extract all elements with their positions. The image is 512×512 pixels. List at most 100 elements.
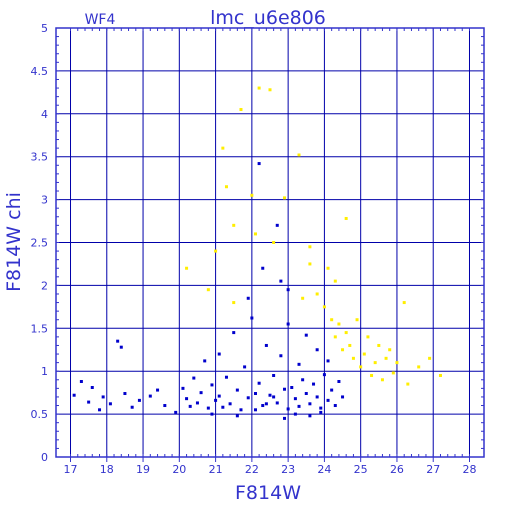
data-point-blue — [181, 386, 185, 390]
data-point-yellow — [326, 266, 330, 270]
data-point-blue — [279, 354, 283, 358]
chart-subtitle: WF4 — [85, 12, 116, 28]
data-point-yellow — [330, 318, 334, 322]
y-tick-label: 3 — [41, 194, 48, 207]
data-point-blue — [123, 392, 127, 396]
data-point-yellow — [366, 335, 370, 339]
data-point-blue — [210, 412, 214, 416]
data-point-yellow — [232, 223, 236, 227]
x-tick-label: 23 — [281, 463, 295, 476]
x-tick-label: 19 — [136, 463, 150, 476]
data-point-blue — [250, 316, 254, 320]
data-point-blue — [214, 398, 218, 402]
x-tick-label: 27 — [426, 463, 440, 476]
data-point-blue — [137, 398, 141, 402]
data-point-yellow — [377, 343, 381, 347]
data-point-yellow — [206, 288, 210, 292]
data-point-blue — [283, 416, 287, 420]
x-tick-label: 21 — [209, 463, 223, 476]
data-point-yellow — [253, 232, 257, 236]
x-tick-label: 17 — [64, 463, 78, 476]
data-point-yellow — [333, 279, 337, 283]
data-point-blue — [333, 404, 337, 408]
data-point-yellow — [268, 88, 272, 92]
data-point-yellow — [214, 249, 218, 253]
data-point-blue — [235, 414, 239, 418]
data-point-blue — [217, 352, 221, 356]
data-point-yellow — [185, 266, 189, 270]
data-points — [72, 86, 442, 420]
data-point-blue — [275, 401, 279, 405]
data-point-blue — [206, 406, 210, 410]
data-point-blue — [195, 401, 199, 405]
data-point-blue — [330, 388, 334, 392]
data-point-blue — [101, 395, 105, 399]
data-point-blue — [243, 365, 247, 369]
data-point-yellow — [391, 371, 395, 375]
x-tick-label: 22 — [245, 463, 259, 476]
data-point-yellow — [250, 193, 254, 197]
y-tick-labels: 0 0.5 1 1.5 2 2.5 3 3.5 4 4.5 5 — [31, 22, 49, 464]
data-point-blue — [217, 394, 221, 398]
data-point-yellow — [308, 262, 312, 266]
data-point-blue — [228, 402, 232, 406]
data-point-blue — [174, 410, 178, 414]
data-point-yellow — [315, 292, 319, 296]
data-point-yellow — [224, 185, 228, 189]
data-point-blue — [341, 395, 345, 399]
data-point-blue — [337, 379, 341, 383]
data-point-blue — [279, 279, 283, 283]
y-tick-label: 1.5 — [31, 322, 49, 335]
data-point-blue — [293, 412, 297, 416]
x-tick-label: 18 — [100, 463, 114, 476]
data-point-blue — [264, 343, 268, 347]
data-point-blue — [253, 392, 257, 396]
data-point-blue — [319, 410, 323, 414]
y-tick-label: 1 — [41, 365, 48, 378]
x-tick-labels: 17 18 19 20 21 22 23 24 25 26 27 28 — [64, 463, 477, 476]
data-point-blue — [322, 373, 326, 377]
data-point-yellow — [239, 108, 243, 112]
data-point-blue — [221, 405, 225, 409]
x-axis-label: F814W — [235, 482, 301, 504]
data-point-yellow — [359, 365, 363, 369]
data-point-blue — [286, 288, 290, 292]
x-tick-label: 24 — [317, 463, 331, 476]
data-point-blue — [286, 322, 290, 326]
data-point-blue — [87, 400, 91, 404]
data-point-blue — [188, 404, 192, 408]
data-point-blue — [326, 359, 330, 363]
data-point-yellow — [257, 86, 261, 90]
data-point-blue — [297, 362, 301, 366]
y-axis-label: F814W chi — [3, 192, 25, 292]
data-point-blue — [235, 388, 239, 392]
data-point-blue — [130, 405, 134, 409]
data-point-blue — [308, 402, 312, 406]
data-point-blue — [315, 348, 319, 352]
data-point-blue — [119, 345, 123, 349]
data-point-yellow — [337, 322, 341, 326]
data-point-yellow — [417, 365, 421, 369]
data-point-blue — [90, 386, 94, 390]
data-point-blue — [246, 396, 250, 400]
data-point-yellow — [322, 305, 326, 309]
data-point-blue — [286, 407, 290, 411]
y-tick-label: 0.5 — [31, 408, 49, 421]
x-tick-label: 25 — [354, 463, 368, 476]
data-point-blue — [98, 408, 102, 412]
data-point-blue — [268, 393, 272, 397]
data-point-blue — [163, 404, 167, 408]
data-point-blue — [308, 414, 312, 418]
data-point-blue — [290, 386, 294, 390]
data-point-yellow — [355, 318, 359, 322]
data-point-yellow — [333, 335, 337, 339]
data-point-yellow — [308, 245, 312, 249]
data-point-yellow — [402, 301, 406, 305]
data-point-blue — [301, 378, 305, 382]
data-point-blue — [304, 333, 308, 337]
data-point-yellow — [341, 348, 345, 352]
data-point-blue — [246, 296, 250, 300]
data-point-yellow — [344, 216, 348, 220]
